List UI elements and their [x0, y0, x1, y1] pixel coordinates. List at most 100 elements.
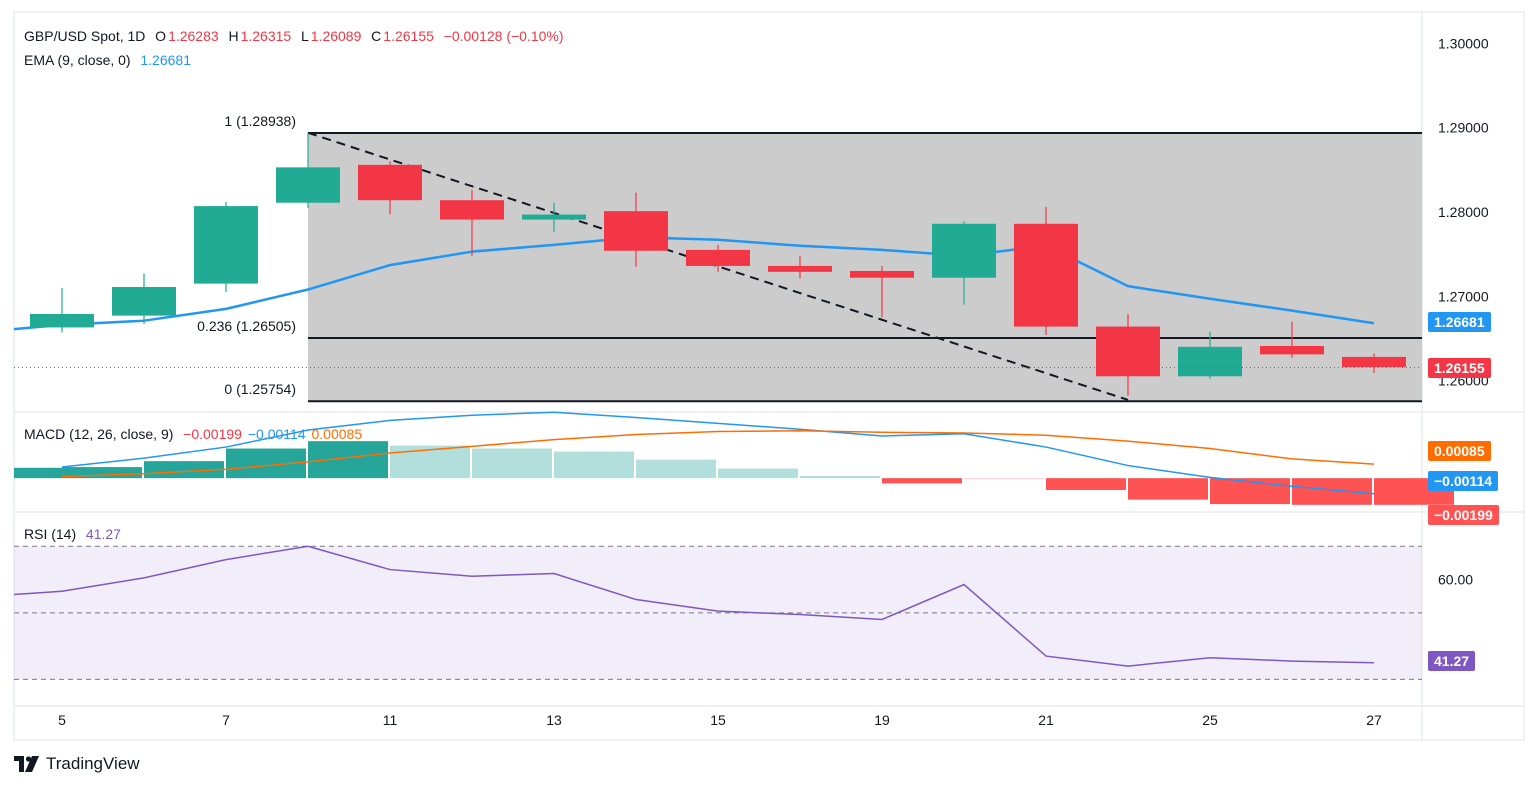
close-label: C — [371, 28, 382, 44]
macd-legend-line: −0.00114 — [247, 426, 306, 442]
candle — [686, 244, 750, 272]
candle — [440, 190, 504, 256]
low-label: L — [300, 28, 309, 44]
candle-body — [30, 313, 94, 328]
fib-level-label: 0 (1.25754) — [224, 381, 296, 397]
candle-body — [276, 167, 340, 203]
macd-histogram-bar — [882, 478, 962, 484]
macd-histogram-bar — [718, 468, 798, 479]
macd-signal-tag: 0.00085 — [1428, 441, 1491, 462]
candle-body — [522, 214, 586, 220]
close-value: 1.26155 — [383, 28, 434, 44]
change-value: −0.00128 (−0.10%) — [443, 28, 564, 44]
macd-histogram-bar — [14, 467, 62, 479]
low-value: 1.26089 — [310, 28, 362, 44]
candle-body — [1342, 356, 1406, 368]
candle-body — [932, 223, 996, 278]
candle — [1096, 313, 1160, 396]
macd-histogram-bar — [62, 467, 142, 479]
macd-legend-signal: 0.00085 — [311, 426, 363, 442]
candle — [604, 192, 668, 267]
candle-body — [440, 200, 504, 220]
open-value: 1.26283 — [168, 28, 219, 44]
macd-histogram-bar — [390, 445, 470, 479]
candle — [1014, 206, 1078, 336]
ema-line — [13, 236, 1375, 331]
macd-histogram-bar — [1128, 478, 1208, 500]
price-tick-label: 1.29000 — [1438, 120, 1489, 136]
candle — [276, 133, 340, 208]
macd-legend-hist: −0.00199 — [183, 426, 242, 442]
candle — [194, 201, 258, 293]
rsi-legend-label: RSI (14) — [24, 526, 77, 542]
rsi-legend: RSI (14) 41.27 — [24, 526, 123, 542]
macd-line-tag: −0.00114 — [1428, 470, 1499, 491]
high-value: 1.26315 — [240, 28, 292, 44]
ema-legend-label: EMA (9, close, 0) — [24, 52, 131, 68]
candle — [358, 161, 422, 215]
ohlc-legend: GBP/USD Spot, 1D O 1.26283 H 1.26315 L 1.26… — [24, 28, 566, 44]
candle-body — [194, 206, 258, 284]
macd-histogram-bar — [636, 459, 716, 479]
time-tick-label: 11 — [383, 712, 398, 728]
rsi-legend-value: 41.27 — [85, 526, 121, 542]
candle — [1342, 353, 1406, 373]
fib-level-label: 0.236 (1.26505) — [197, 318, 296, 334]
time-tick-label: 15 — [710, 712, 726, 728]
rsi-tag: 41.27 — [1428, 650, 1476, 671]
candle — [112, 273, 176, 325]
trendline — [307, 131, 1129, 401]
candle — [30, 287, 94, 333]
time-tick-label: 13 — [546, 712, 562, 728]
rsi-tick-label: 60.00 — [1438, 572, 1473, 588]
macd-line — [61, 411, 1375, 495]
macd-histogram-bar — [144, 461, 224, 479]
fib-level-label: 1 (1.28938) — [224, 113, 296, 129]
candle-body — [112, 286, 176, 316]
time-tick-label: 5 — [58, 712, 66, 728]
tradingview-logo-icon — [14, 756, 39, 772]
candle-body — [850, 270, 914, 278]
candle-body — [1260, 345, 1324, 355]
macd-legend: MACD (12, 26, close, 9) −0.00199 −0.0011… — [24, 426, 364, 442]
brand-name: TradingView — [46, 754, 140, 773]
candle-body — [358, 164, 422, 201]
ema-legend: EMA (9, close, 0) 1.26681 — [24, 52, 193, 68]
ema-price-tag: 1.26681 — [1428, 312, 1491, 333]
time-tick-label: 19 — [874, 712, 890, 728]
candle-body — [686, 249, 750, 266]
chart-frame — [13, 11, 1525, 741]
candle — [1178, 331, 1242, 379]
candle — [768, 255, 832, 279]
price-tick-label: 1.28000 — [1438, 204, 1489, 220]
macd-hist-tag: −0.00199 — [1428, 504, 1499, 525]
candle-body — [1014, 223, 1078, 327]
macd-histogram-bar — [800, 475, 880, 479]
rsi-line — [13, 545, 1375, 667]
tradingview-brand[interactable]: TradingView — [14, 754, 140, 774]
time-tick-label: 7 — [222, 712, 230, 728]
candle — [932, 221, 996, 305]
fib-zone — [308, 132, 1422, 402]
macd-histogram-bar — [308, 441, 388, 479]
candle-body — [1096, 326, 1160, 377]
price-tick-label: 1.27000 — [1438, 288, 1489, 304]
macd-histogram-bar — [1292, 478, 1372, 505]
candle — [850, 265, 914, 318]
time-tick-label: 21 — [1038, 712, 1054, 728]
open-label: O — [155, 28, 167, 44]
time-tick-label: 25 — [1202, 712, 1218, 728]
macd-histogram-bar — [1046, 478, 1126, 491]
macd-histogram-bar — [964, 478, 1044, 480]
high-label: H — [228, 28, 239, 44]
macd-signal-line — [61, 430, 1375, 478]
macd-histogram-bar — [472, 448, 552, 479]
macd-legend-label: MACD (12, 26, close, 9) — [24, 426, 174, 442]
price-tick-label: 1.30000 — [1438, 35, 1489, 51]
candle-body — [768, 265, 832, 272]
candle — [1260, 321, 1324, 358]
candle-body — [604, 211, 668, 251]
ema-legend-value: 1.26681 — [140, 52, 191, 68]
macd-histogram-bar — [554, 451, 634, 479]
